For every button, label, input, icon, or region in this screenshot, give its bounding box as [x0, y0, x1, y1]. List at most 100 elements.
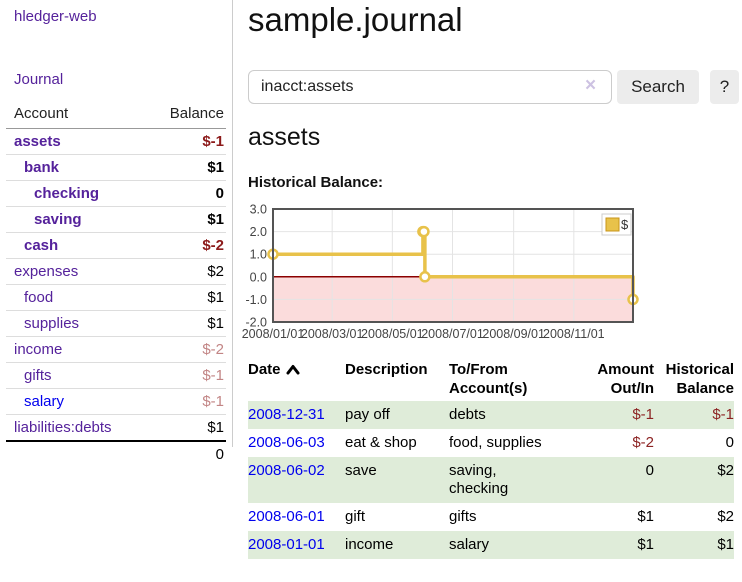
page-title: sample.journal [248, 0, 463, 40]
date-header-label: Date [248, 361, 281, 378]
account-name-cell: cash [6, 233, 150, 259]
x-tick-label: 2008/03/01 [301, 327, 364, 341]
transaction-date-link[interactable]: 2008-01-01 [248, 536, 325, 553]
account-link-food[interactable]: food [24, 289, 53, 306]
register-date-cell: 2008-12-31 [248, 401, 345, 429]
register-accounts-cell: debts [449, 401, 567, 429]
register-balance-cell: $2 [654, 457, 734, 503]
account-link-gifts[interactable]: gifts [24, 367, 52, 384]
register-row: 2008-12-31pay offdebts$-1$-1 [248, 401, 734, 429]
account-balance: $1 [150, 155, 226, 181]
legend-label: $ [621, 217, 629, 232]
account-row: liabilities:debts $1 [6, 415, 226, 442]
account-name-cell: bank [6, 155, 150, 181]
register-description-cell: save [345, 457, 449, 503]
register-description-cell: eat & shop [345, 429, 449, 457]
y-tick-label: 3.0 [250, 203, 267, 217]
sidebar-item-journal[interactable]: Journal [14, 71, 63, 88]
register-accounts-cell: gifts [449, 503, 567, 531]
account-balance: $-2 [150, 233, 226, 259]
transaction-date-link[interactable]: 2008-06-01 [248, 508, 325, 525]
register-date-cell: 2008-06-02 [248, 457, 345, 503]
account-link-liabilities-debts[interactable]: liabilities:debts [14, 419, 112, 436]
account-balance: $1 [150, 415, 226, 442]
account-name-cell: saving [6, 207, 150, 233]
x-tick-label: 2008/11/01 [543, 327, 605, 341]
account-balance: $2 [150, 259, 226, 285]
clear-search-icon[interactable]: × [585, 76, 596, 96]
register-accounts-cell: saving, checking [449, 457, 567, 503]
register-date-cell: 2008-06-03 [248, 429, 345, 457]
app-title-link[interactable]: hledger-web [14, 8, 97, 25]
account-name-cell: liabilities:debts [6, 415, 150, 442]
account-row: salary$-1 [6, 389, 226, 415]
account-row: food$1 [6, 285, 226, 311]
register-description-cell: gift [345, 503, 449, 531]
account-link-cash[interactable]: cash [24, 237, 58, 254]
x-tick-label: 2008/01/01 [242, 327, 305, 341]
register-description-cell: income [345, 531, 449, 559]
register-date-cell: 2008-01-01 [248, 531, 345, 559]
account-row: expenses $2 [6, 259, 226, 285]
account-row: cash $-2 [6, 233, 226, 259]
register-amount-cell: $-2 [567, 429, 654, 457]
account-name-cell: assets [6, 129, 150, 155]
account-heading: assets [248, 120, 320, 154]
account-link-checking[interactable]: checking [34, 185, 99, 202]
y-tick-label: 2.0 [250, 225, 267, 239]
account-link-salary[interactable]: salary [24, 393, 64, 410]
account-row: bank $1 [6, 155, 226, 181]
register-amount-cell: $-1 [567, 401, 654, 429]
accounts-table-body: assets$-1bank$1checking0saving$1cash$-2e… [6, 129, 226, 442]
account-link-saving[interactable]: saving [34, 211, 82, 228]
accounts-table: Account Balance assets$-1bank$1checking0… [6, 100, 226, 467]
accounts-total-spacer [6, 441, 150, 467]
historical-balance-chart: $3.02.01.00.0-1.0-2.02008/01/012008/03/0… [238, 203, 738, 345]
account-name-cell: salary [6, 389, 150, 415]
x-tick-label: 2008/09/01 [482, 327, 545, 341]
account-balance: 0 [150, 181, 226, 207]
transaction-date-link[interactable]: 2008-06-03 [248, 434, 325, 451]
help-button[interactable]: ? [710, 70, 739, 104]
register-header-amount: Amount Out/In [567, 360, 654, 401]
account-link-bank[interactable]: bank [24, 159, 59, 176]
register-header-date: Date [248, 360, 345, 401]
register-accounts-cell: salary [449, 531, 567, 559]
account-name-cell: supplies [6, 311, 150, 337]
account-link-assets[interactable]: assets [14, 133, 61, 150]
account-row: gifts $-1 [6, 363, 226, 389]
y-tick-label: 1.0 [250, 248, 267, 262]
account-link-income[interactable]: income [14, 341, 62, 358]
register-header-row: Date Description To/From Account(s) Amou… [248, 360, 734, 401]
register-row: 2008-06-01giftgifts$1$2 [248, 503, 734, 531]
account-name-cell: food [6, 285, 150, 311]
register-description-cell: pay off [345, 401, 449, 429]
account-balance: $1 [150, 207, 226, 233]
register-balance-cell: 0 [654, 429, 734, 457]
register-table: Date Description To/From Account(s) Amou… [248, 360, 734, 559]
register-header-accounts: To/From Account(s) [449, 360, 567, 401]
x-tick-label: 2008/07/01 [421, 327, 484, 341]
accounts-total-row: 0 [6, 441, 226, 467]
account-name-cell: income [6, 337, 150, 363]
account-link-supplies[interactable]: supplies [24, 315, 79, 332]
account-balance: $-1 [150, 363, 226, 389]
transaction-date-link[interactable]: 2008-12-31 [248, 406, 325, 423]
search-input[interactable] [248, 70, 612, 104]
account-name-cell: checking [6, 181, 150, 207]
accounts-header-account: Account [6, 100, 150, 129]
register-header-description: Description [345, 360, 449, 401]
register-balance-cell: $2 [654, 503, 734, 531]
account-row: saving $1 [6, 207, 226, 233]
search-button[interactable]: Search [617, 70, 699, 104]
register-row: 2008-06-02savesaving, checking0$2 [248, 457, 734, 503]
account-row: assets $-1 [6, 129, 226, 155]
transaction-date-link[interactable]: 2008-06-02 [248, 462, 325, 479]
chart-title: Historical Balance: [248, 174, 383, 191]
account-link-expenses[interactable]: expenses [14, 263, 78, 280]
account-balance: $-2 [150, 337, 226, 363]
main-content: sample.journal × Search ? assets Histori… [248, 0, 742, 582]
register-date-cell: 2008-06-01 [248, 503, 345, 531]
register-balance-cell: $1 [654, 531, 734, 559]
account-balance: $-1 [150, 129, 226, 155]
